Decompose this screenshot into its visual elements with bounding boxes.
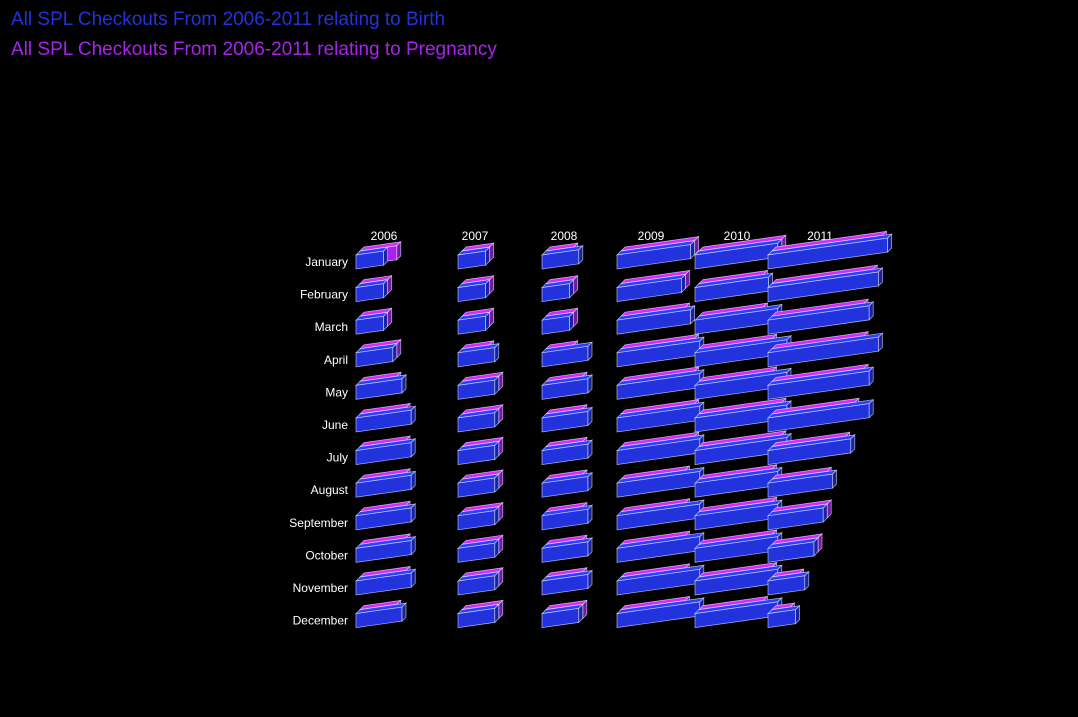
month-tick-label: February	[300, 288, 348, 302]
bar-birth	[767, 503, 829, 531]
bar-birth	[694, 531, 783, 563]
bar-birth	[767, 332, 884, 368]
month-tick-label: June	[322, 418, 348, 432]
bar-birth	[541, 504, 593, 531]
month-tick-label: July	[327, 451, 348, 465]
month-tick-label: October	[305, 548, 348, 562]
month-tick-label: August	[311, 483, 349, 497]
bar-birth	[355, 311, 389, 335]
bar-birth	[457, 375, 500, 400]
bar-birth	[457, 538, 500, 563]
bar-birth	[541, 244, 584, 270]
bar-birth	[355, 405, 417, 433]
bar-birth	[457, 311, 491, 335]
bar-birth	[616, 239, 696, 270]
bar-birth	[457, 570, 500, 596]
bar-birth	[767, 604, 801, 629]
bar-birth	[616, 434, 705, 466]
bar-birth	[541, 603, 584, 629]
bar-birth	[457, 342, 500, 368]
bar-birth	[541, 374, 593, 400]
bar-birth	[541, 569, 593, 596]
year-axis: 2006 2007 2008 2009 2010 2011	[371, 229, 834, 243]
bar-birth	[616, 499, 705, 531]
bar-birth	[767, 469, 838, 498]
bar-birth	[355, 246, 389, 270]
bar-birth	[616, 304, 696, 335]
bar-birth	[355, 602, 407, 629]
bar-birth	[355, 568, 417, 596]
month-tick-label: December	[293, 614, 348, 628]
bar-birth	[694, 272, 774, 303]
bar-birth	[541, 537, 593, 563]
bar-birth	[457, 440, 500, 466]
bar-birth	[767, 267, 884, 303]
bar-birth	[355, 470, 417, 498]
bar-birth	[457, 603, 500, 629]
bar-birth	[541, 341, 593, 368]
bar-birth	[767, 366, 875, 400]
year-tick-label: 2009	[638, 229, 665, 243]
year-tick-label: 2008	[551, 229, 578, 243]
bar-birth	[457, 473, 500, 498]
bar-birth	[457, 246, 491, 270]
bar-birth	[541, 278, 575, 303]
bar-birth	[767, 537, 819, 563]
legend-pregnancy: All SPL Checkouts From 2006-2011 relatin…	[11, 39, 497, 60]
bar-birth	[541, 311, 575, 335]
month-tick-label: March	[315, 320, 348, 334]
bar-birth	[355, 374, 407, 400]
bar-birth	[541, 406, 593, 433]
bar-birth	[541, 439, 593, 466]
bar-birth	[541, 471, 593, 498]
bar-birth	[355, 503, 417, 531]
month-tick-label: November	[293, 581, 348, 595]
bar-birth	[355, 342, 398, 368]
month-tick-label: September	[289, 516, 348, 530]
bar-birth	[767, 570, 810, 596]
year-tick-label: 2006	[371, 229, 398, 243]
year-tick-label: 2007	[462, 229, 489, 243]
bar-birth	[355, 278, 389, 303]
bar-birth	[767, 398, 875, 433]
year-tick-label: 2010	[724, 229, 751, 243]
bar-birth	[457, 278, 491, 303]
bar-birth	[355, 535, 417, 563]
bar-birth	[457, 407, 500, 433]
bar-birth	[616, 273, 687, 303]
month-tick-label: May	[325, 385, 348, 399]
bar-birth	[457, 505, 500, 531]
legend-birth: All SPL Checkouts From 2006-2011 relatin…	[11, 9, 446, 30]
month-axis: January February March April May June July Augu…	[289, 255, 348, 628]
bar-birth	[767, 301, 875, 335]
month-tick-label: January	[305, 255, 348, 269]
bars	[355, 230, 893, 629]
bar-birth	[616, 368, 705, 400]
month-tick-label: April	[324, 353, 348, 367]
bar-birth	[767, 233, 893, 270]
bar-birth	[355, 437, 417, 466]
bar-birth	[694, 303, 783, 335]
bar-birth	[767, 434, 856, 466]
